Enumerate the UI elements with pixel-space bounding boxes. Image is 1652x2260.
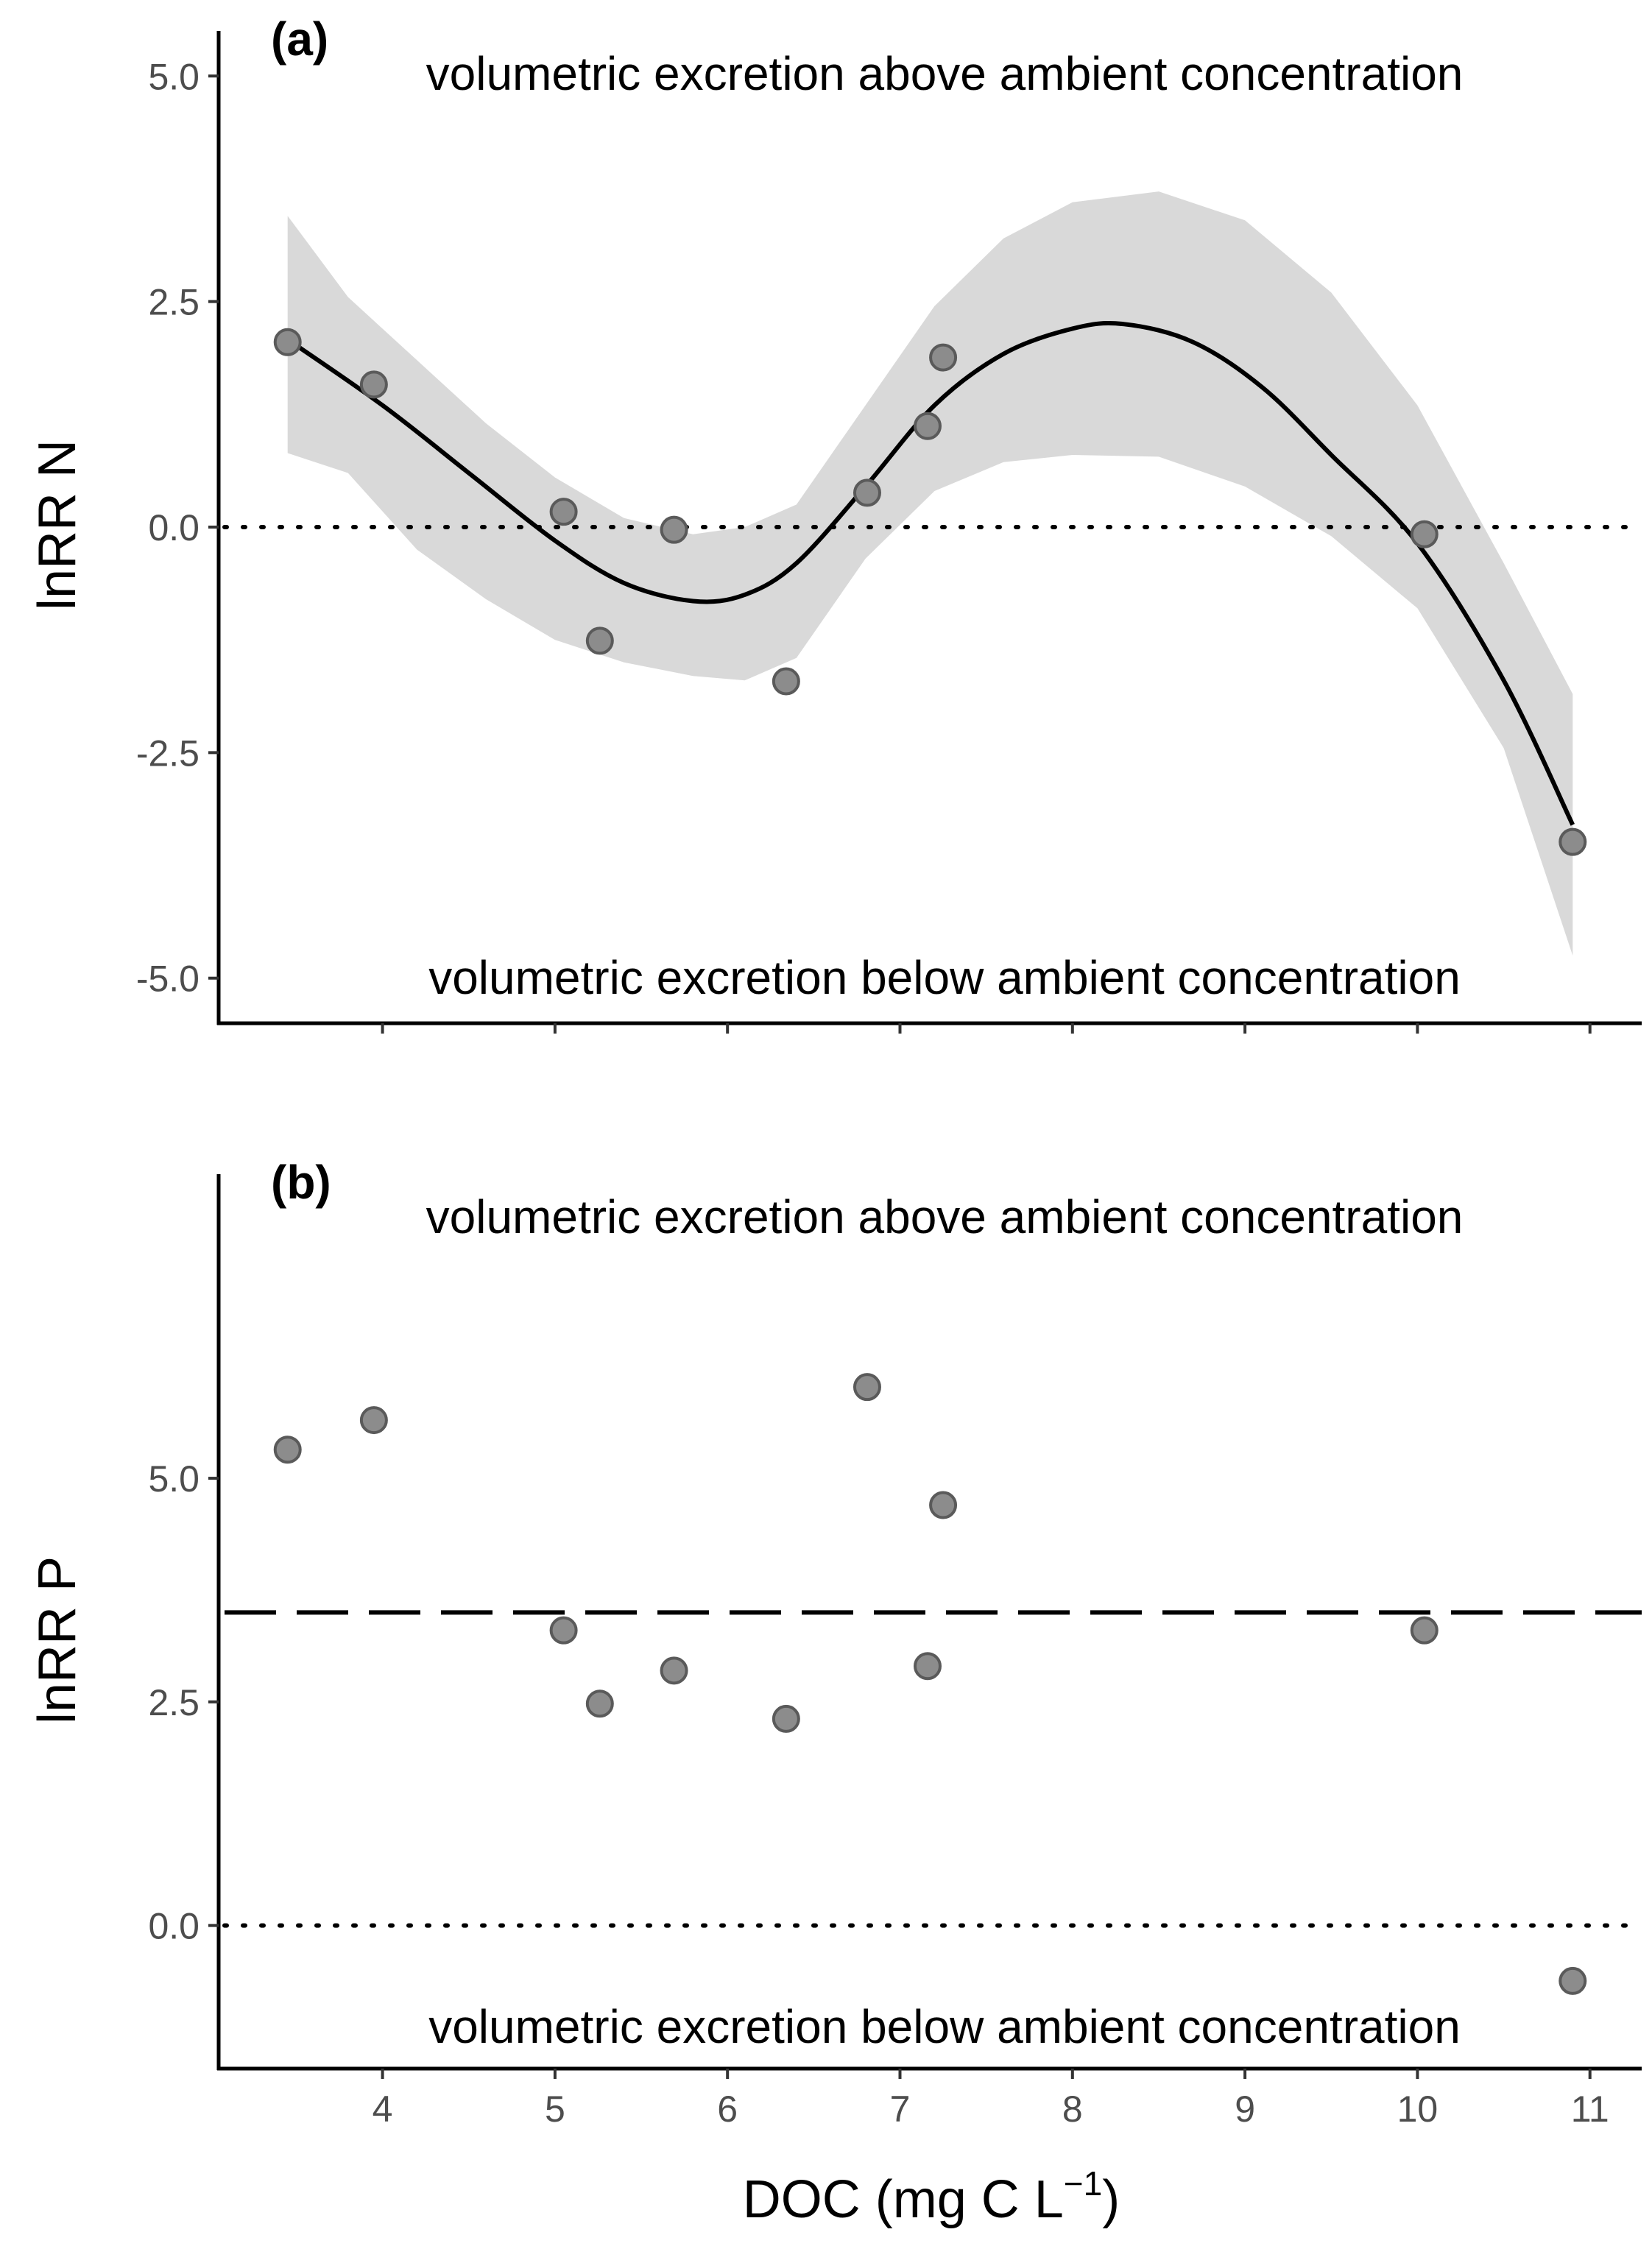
x-axis-ticks: 4 5 6 7 8 9 10 11 [373,2069,1609,2130]
y-tick-label: 5.0 [148,56,200,97]
data-point [772,667,800,696]
x-tick-label: 4 [373,2088,393,2130]
data-point [853,479,881,507]
data-point [273,1436,302,1464]
x-tick-label: 7 [890,2088,911,2130]
data-point [359,1406,388,1435]
data-point [772,1704,800,1733]
x-tick-label: 11 [1571,2088,1609,2130]
y-tick-label: 2.5 [148,282,200,323]
confidence-band [287,191,1573,956]
data-points [273,1373,1587,1995]
annotation-below: volumetric excretion below ambient conce… [428,951,1461,1004]
x-tick-label: 8 [1062,2088,1083,2130]
data-point [1410,1616,1439,1645]
y-tick-label: 0.0 [148,507,200,548]
data-point [273,328,302,356]
annotation-below: volumetric excretion below ambient conce… [428,2000,1461,2053]
x-tick-label: 5 [545,2088,565,2130]
x-axis-title: DOC (mg C L−1) [743,2164,1120,2229]
data-point [585,1689,614,1718]
data-point [585,626,614,655]
data-point [1559,1966,1587,1995]
x-tick-label: 9 [1235,2088,1255,2130]
y-axis-title: lnRR N [28,439,87,610]
panel-label: (b) [271,1156,331,1209]
fitted-curve [286,321,1575,826]
data-point [549,1616,578,1645]
y-tick-label: 2.5 [148,1682,200,1723]
y-tick-label: -2.5 [136,732,200,774]
x-axis-ticks [381,1023,1592,1034]
y-axis-ticks: 5.0 2.5 0.0 -2.5 -5.0 [136,56,219,1000]
data-point [660,515,688,544]
y-axis-ticks: 5.0 2.5 0.0 [148,1458,219,1947]
data-point [1559,827,1587,856]
data-point [929,343,958,372]
annotation-above: volumetric excretion above ambient conce… [426,1190,1464,1243]
data-point [913,412,942,440]
data-point [1410,520,1439,548]
data-point [913,1652,942,1681]
data-point [660,1656,688,1685]
x-axis-title-main: DOC (mg C L [743,2170,1064,2229]
data-point [853,1373,881,1402]
y-tick-label: 0.0 [148,1906,200,1947]
y-tick-label: -5.0 [136,958,200,1000]
panel-b-lnrr-p: 5.0 2.5 0.0 4 5 6 7 8 9 10 11 (b) volumetric excr… [28,1156,1644,2229]
panel-a-lnrr-n: 5.0 2.5 0.0 -2.5 -5.0 (a) volumetric excreti… [28,13,1644,1034]
x-axis-title-suffix: ) [1102,2170,1120,2229]
x-tick-label: 6 [717,2088,738,2130]
x-tick-label: 10 [1397,2088,1439,2130]
y-tick-label: 5.0 [148,1458,200,1500]
data-point [359,370,388,399]
panel-label: (a) [271,13,328,66]
y-axis-title: lnRR P [28,1556,87,1724]
data-point [549,498,578,526]
annotation-above: volumetric excretion above ambient conce… [426,47,1464,100]
x-axis-title-superscript: −1 [1064,2164,1102,2203]
data-point [929,1491,958,1519]
data-points [273,328,1587,856]
